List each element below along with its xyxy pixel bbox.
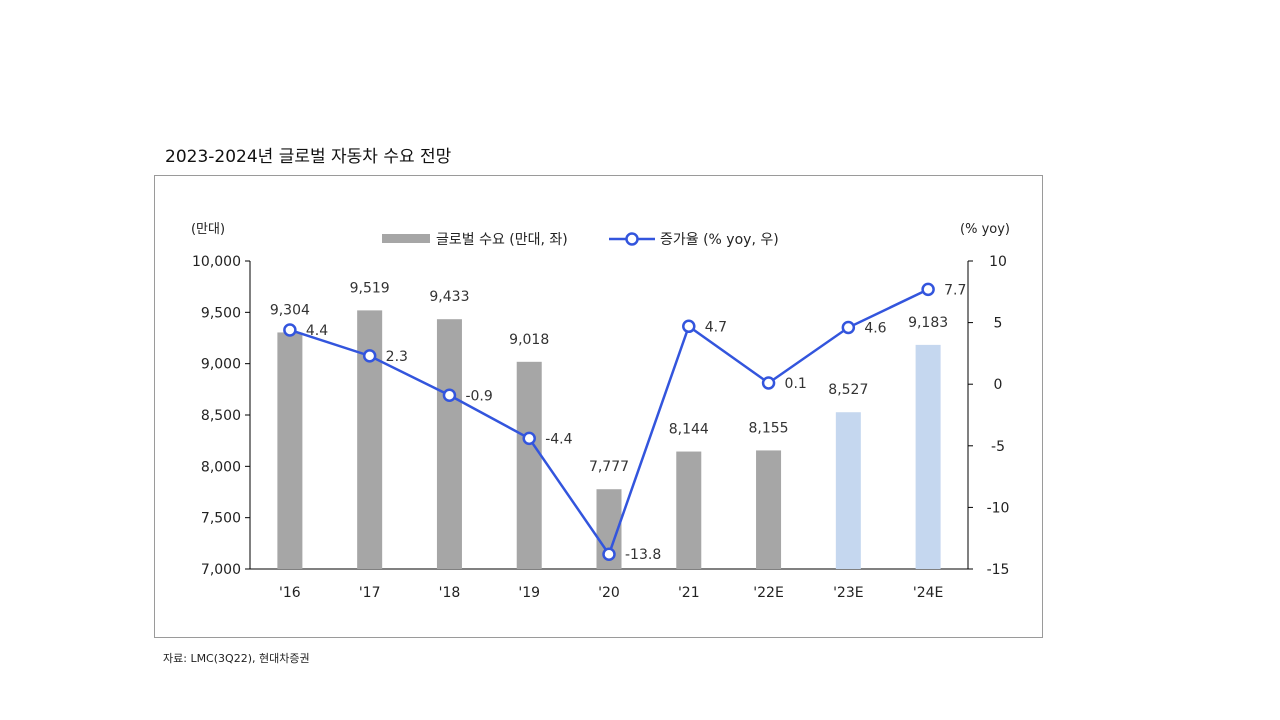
growth-value-label: 4.6 [864,321,886,337]
x-tick-label: '20 [598,585,620,601]
demand-bar [835,412,861,569]
y-left-tick-label: 8,000 [201,459,241,475]
demand-bar [756,450,782,569]
growth-marker [283,323,297,337]
legend-swatch-marker [625,232,639,246]
bar-value-label: 9,519 [350,280,390,296]
growth-value-label: 4.4 [306,323,328,339]
x-tick-label: '22E [753,585,784,601]
y-left-tick-label: 8,500 [201,408,241,424]
y-right-tick-label: 5 [994,316,1003,332]
growth-marker [602,547,616,561]
growth-value-label: 7.7 [944,282,966,298]
x-tick-label: '18 [439,585,461,601]
bar-value-label: 9,433 [429,289,469,305]
bar-value-label: 7,777 [589,459,629,475]
y-right-tick-label: -10 [987,500,1010,516]
data-labels: 9,304 9,519 9,433 9,018 7,777 8,144 8,155 8,527… [270,280,967,563]
legend-swatch-bar [382,234,430,243]
bar-value-label: 9,183 [908,315,948,331]
bar-value-label: 8,144 [669,422,709,438]
bar-value-label: 8,527 [828,382,868,398]
growth-value-label: -0.9 [465,388,492,404]
growth-value-label: -13.8 [625,547,661,563]
growth-value-label: 4.7 [705,319,727,335]
growth-marker [682,319,696,334]
demand-bar [436,319,462,569]
y-right-tick-label: -15 [987,562,1010,578]
y-left-tick-label: 10,000 [192,254,241,270]
y-right-tick-label: -5 [991,439,1005,455]
x-tick-label: '17 [359,585,381,601]
growth-line-series [283,282,935,561]
y-left-tick-label: 7,000 [201,562,241,578]
growth-value-label: 2.3 [386,349,408,365]
demand-bar [915,344,941,569]
demand-bar [277,332,303,569]
source-note: 자료: LMC(3Q22), 현대차증권 [163,652,310,665]
bar-value-label: 8,155 [749,420,789,436]
x-tick-label: '19 [518,585,540,601]
x-tick-label: '24E [913,585,944,601]
growth-marker [442,388,457,403]
y-right-tick-label: 10 [989,254,1007,270]
chart-title: 2023-2024년 글로벌 자동차 수요 전망 [165,147,452,167]
growth-marker [921,282,935,297]
growth-value-label: -4.4 [545,431,572,447]
legend-label-line: 증가율 (% yoy, 우) [660,232,779,248]
x-tick-label: '21 [678,585,700,601]
y-right-unit-label: (% yoy) [960,222,1010,237]
growth-marker [841,320,856,335]
bar-value-label: 9,304 [270,302,310,318]
x-tick-label: '23E [833,585,864,601]
bar-value-label: 9,018 [509,332,549,348]
demand-bar [676,451,702,569]
y-left-tick-label: 9,000 [201,357,241,373]
growth-marker [362,349,377,363]
legend-label-bar: 글로벌 수요 (만대, 좌) [436,232,568,248]
growth-marker [761,376,776,390]
axes: 7,000 7,500 8,000 8,500 9,000 9,500 10,000 (만대)… [191,222,1010,601]
x-tick-label: '16 [279,585,301,601]
y-left-tick-label: 9,500 [201,305,241,321]
bar-series [277,310,941,569]
growth-value-label: 0.1 [785,376,807,392]
legend: 글로벌 수요 (만대, 좌) 증가율 (% yoy, 우) [382,232,779,248]
growth-marker [522,431,536,446]
y-left-unit-label: (만대) [191,222,225,237]
y-right-tick-label: 0 [994,377,1003,393]
demand-bar [516,361,542,569]
y-left-tick-label: 7,500 [201,511,241,527]
